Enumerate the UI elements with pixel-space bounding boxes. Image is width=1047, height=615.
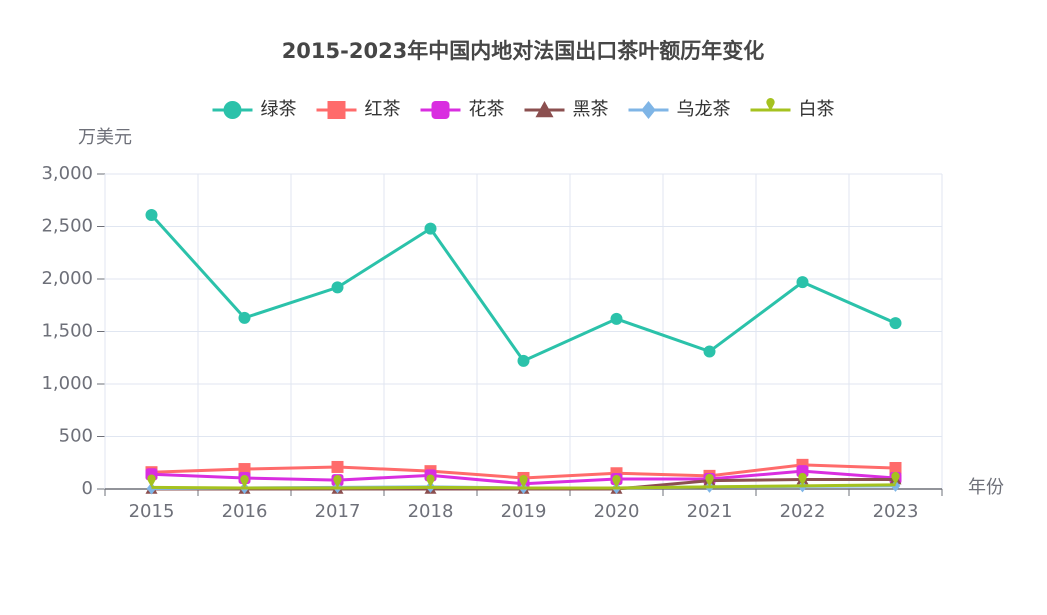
marker xyxy=(431,101,450,119)
x-tick-label: 2020 xyxy=(594,501,640,522)
marker xyxy=(889,462,902,474)
marker xyxy=(238,311,251,324)
marker xyxy=(705,473,714,487)
legend-label: 黑茶 xyxy=(573,99,609,120)
marker xyxy=(223,101,242,119)
marker xyxy=(641,101,656,119)
series xyxy=(147,471,900,490)
marker xyxy=(612,474,621,488)
y-tick-label: 0 xyxy=(82,478,93,499)
marker xyxy=(147,474,156,488)
x-tick-label: 2015 xyxy=(129,501,175,522)
legend-label: 花茶 xyxy=(469,99,505,120)
marker xyxy=(798,472,807,486)
marker xyxy=(333,474,342,488)
marker xyxy=(331,281,344,294)
line xyxy=(150,213,897,363)
x-axis-label: 年份 xyxy=(968,477,1004,498)
y-tick-label: 2,500 xyxy=(41,216,93,237)
marker xyxy=(145,208,158,221)
marker xyxy=(327,101,346,119)
x-tick-label: 2021 xyxy=(687,501,733,522)
x-tick-label: 2017 xyxy=(315,501,361,522)
legend-label: 绿茶 xyxy=(261,99,297,120)
x-tick-label: 2023 xyxy=(873,501,919,522)
y-tick-label: 3,000 xyxy=(41,163,93,184)
marker xyxy=(517,354,530,367)
y-tick-label: 1,500 xyxy=(41,321,93,342)
marker xyxy=(891,471,900,485)
legend: 绿茶 红茶 花茶 黑茶 乌龙茶 白茶 xyxy=(212,98,835,120)
x-tick-label: 2016 xyxy=(222,501,268,522)
marker xyxy=(331,460,344,473)
marker xyxy=(796,276,809,289)
marker xyxy=(703,345,716,358)
x-tick-label: 2018 xyxy=(408,501,454,522)
marker xyxy=(519,474,528,488)
marker xyxy=(766,98,775,111)
legend-label: 红茶 xyxy=(365,99,401,120)
y-tick-label: 1,000 xyxy=(41,373,93,394)
y-axis-label: 万美元 xyxy=(78,127,132,148)
x-tick-label: 2022 xyxy=(780,501,826,522)
marker xyxy=(535,101,554,118)
series xyxy=(145,208,902,367)
y-tick-label: 2,000 xyxy=(41,268,93,289)
marker xyxy=(426,474,435,488)
x-tick-label: 2019 xyxy=(501,501,547,522)
chart-title: 2015-2023年中国内地对法国出口茶叶额历年变化 xyxy=(282,39,765,63)
y-tick-label: 500 xyxy=(59,426,93,447)
marker xyxy=(610,312,623,325)
legend-label: 乌龙茶 xyxy=(677,99,731,120)
marker xyxy=(240,474,249,488)
marker xyxy=(424,222,437,235)
marker xyxy=(889,317,902,330)
legend-label: 白茶 xyxy=(799,99,835,120)
